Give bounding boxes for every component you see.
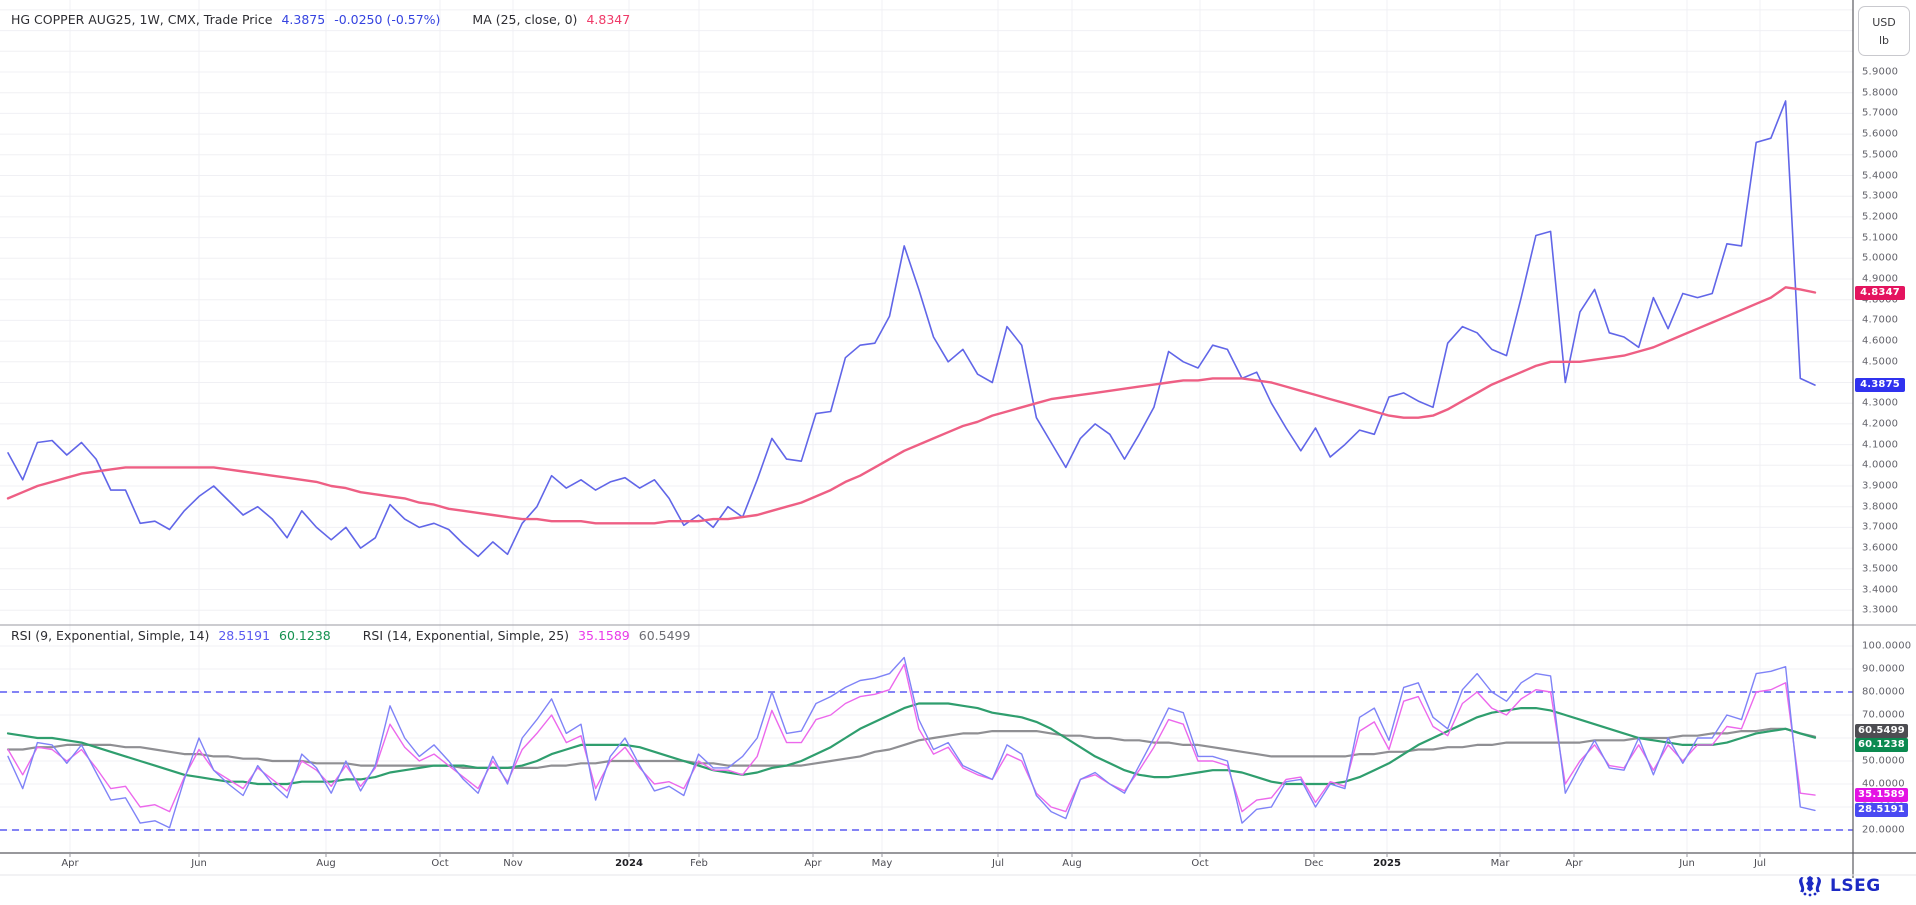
price-axis-label: 4.8000 bbox=[1862, 294, 1899, 306]
rsi-axis-label: 70.0000 bbox=[1862, 709, 1905, 721]
price-axis-label: 4.0000 bbox=[1862, 459, 1899, 471]
ma-25-close-0--line[interactable] bbox=[6, 286, 1817, 525]
price-axis-label: 5.7000 bbox=[1862, 107, 1899, 119]
ma-indicator-value: 4.8347 bbox=[586, 12, 631, 27]
last-price-badge: 4.3875 bbox=[1855, 378, 1905, 393]
price-axis-label: 5.9000 bbox=[1862, 66, 1899, 78]
price-axis-label: 4.2000 bbox=[1862, 418, 1899, 430]
price-axis-label: 5.4000 bbox=[1862, 170, 1899, 181]
price-axis-label: 3.6000 bbox=[1862, 542, 1899, 554]
rsi9-signal-badge: 60.1238 bbox=[1855, 737, 1908, 752]
price-axis-label: 3.5000 bbox=[1862, 563, 1899, 575]
rsi-9-exponential--line[interactable] bbox=[7, 656, 1816, 829]
rsi-14-exponential--line[interactable] bbox=[7, 663, 1816, 813]
price-change-value: -0.0250 (-0.57%) bbox=[334, 12, 441, 27]
price-axis-label: 3.9000 bbox=[1862, 480, 1899, 492]
price-axis-label: 4.7000 bbox=[1862, 314, 1899, 326]
time-axis-month-label: May bbox=[871, 858, 893, 869]
last-price-value: 4.3875 bbox=[281, 12, 326, 27]
price-axis-label: 4.9000 bbox=[1862, 273, 1899, 285]
time-axis-month-label: Apr bbox=[804, 858, 822, 869]
price-axis-label: 5.8000 bbox=[1862, 87, 1899, 99]
time-axis-month-label: Mar bbox=[1490, 858, 1510, 869]
rsi14-signal-value: 60.5499 bbox=[638, 628, 691, 643]
price-axis-label: 3.8000 bbox=[1862, 501, 1899, 513]
time-axis-month-label: Apr bbox=[61, 858, 79, 869]
time-axis-month-label: Jun bbox=[191, 858, 207, 869]
time-axis-month-label: Jul bbox=[991, 858, 1005, 869]
price-axis-label: 5.1000 bbox=[1862, 232, 1899, 244]
price-axis-label: 4.6000 bbox=[1862, 335, 1899, 347]
price-axis-label: 4.3000 bbox=[1862, 397, 1899, 409]
rsi14-value-badge: 35.1589 bbox=[1855, 788, 1908, 803]
rsi-axis-label: 100.0000 bbox=[1862, 640, 1912, 652]
axis-unit-measure: lb bbox=[1878, 33, 1890, 47]
time-axis-month-label: Oct bbox=[1191, 858, 1209, 869]
lseg-logo-text: LSEG bbox=[1830, 876, 1881, 896]
rsi-axis-label: 50.0000 bbox=[1862, 755, 1905, 767]
time-axis-year-label: 2024 bbox=[615, 858, 643, 869]
rsi-axis-label: 40.0000 bbox=[1862, 778, 1905, 790]
time-axis-month-label: Feb bbox=[690, 858, 708, 869]
price-axis-label: 4.5000 bbox=[1862, 356, 1899, 368]
time-axis-month-label: Aug bbox=[316, 858, 336, 869]
time-axis-year-label: 2025 bbox=[1373, 858, 1401, 869]
price-axis-label: 3.4000 bbox=[1862, 584, 1899, 595]
time-axis-month-label: Apr bbox=[1565, 858, 1583, 869]
price-axis-label: 5.2000 bbox=[1862, 211, 1899, 223]
time-axis-month-label: Dec bbox=[1304, 858, 1324, 869]
price-axis-label: 5.5000 bbox=[1862, 149, 1899, 161]
price-pane-legend: HG COPPER AUG25, 1W, CMX, Trade Price 4.… bbox=[11, 12, 630, 27]
time-axis-month-label: Nov bbox=[503, 858, 523, 869]
price-axis-label: 4.1000 bbox=[1862, 439, 1899, 451]
ma-indicator-label[interactable]: MA (25, close, 0) bbox=[472, 12, 578, 27]
price-axis-label: 5.6000 bbox=[1862, 128, 1899, 140]
rsi-pane-legend: RSI (9, Exponential, Simple, 14) 28.5191… bbox=[11, 628, 690, 643]
rsi9-value-badge: 28.5191 bbox=[1855, 803, 1908, 818]
price-axis-label: 5.3000 bbox=[1862, 190, 1899, 202]
time-axis-month-label: Aug bbox=[1062, 858, 1082, 869]
lseg-crest-icon bbox=[1799, 876, 1821, 897]
lseg-logo[interactable]: LSEG bbox=[1796, 874, 1881, 898]
rsi-axis-label: 80.0000 bbox=[1862, 686, 1905, 698]
time-axis-month-label: Jun bbox=[1679, 858, 1695, 869]
ma-price-badge: 4.8347 bbox=[1855, 285, 1905, 300]
rsi14-signal-badge: 60.5499 bbox=[1855, 723, 1908, 738]
rsi-14-signal-sma-25--line[interactable] bbox=[6, 727, 1817, 770]
rsi9-value: 28.5191 bbox=[218, 628, 271, 643]
trade-price-line[interactable] bbox=[7, 100, 1816, 558]
rsi-axis-label: 90.0000 bbox=[1862, 663, 1905, 675]
price-axis-label: 5.0000 bbox=[1862, 252, 1899, 264]
rsi9-signal-value: 60.1238 bbox=[279, 628, 331, 643]
price-axis-label: 3.7000 bbox=[1862, 521, 1899, 533]
rsi9-indicator-label[interactable]: RSI (9, Exponential, Simple, 14) bbox=[11, 628, 210, 643]
rsi-9-signal-sma-14--line[interactable] bbox=[6, 702, 1817, 786]
rsi-axis-label: 20.0000 bbox=[1862, 824, 1905, 836]
axis-unit-currency: USD bbox=[1872, 15, 1896, 29]
instrument-title[interactable]: HG COPPER AUG25, 1W, CMX, Trade Price bbox=[11, 12, 273, 27]
time-axis-month-label: Oct bbox=[431, 858, 449, 869]
price-axis-label: 3.3000 bbox=[1862, 604, 1899, 616]
time-axis-month-label: Jul bbox=[1753, 858, 1767, 869]
rsi14-indicator-label[interactable]: RSI (14, Exponential, Simple, 25) bbox=[362, 628, 570, 643]
rsi14-value: 35.1589 bbox=[578, 628, 630, 643]
axis-unit-box[interactable]: USD lb bbox=[1858, 6, 1910, 56]
